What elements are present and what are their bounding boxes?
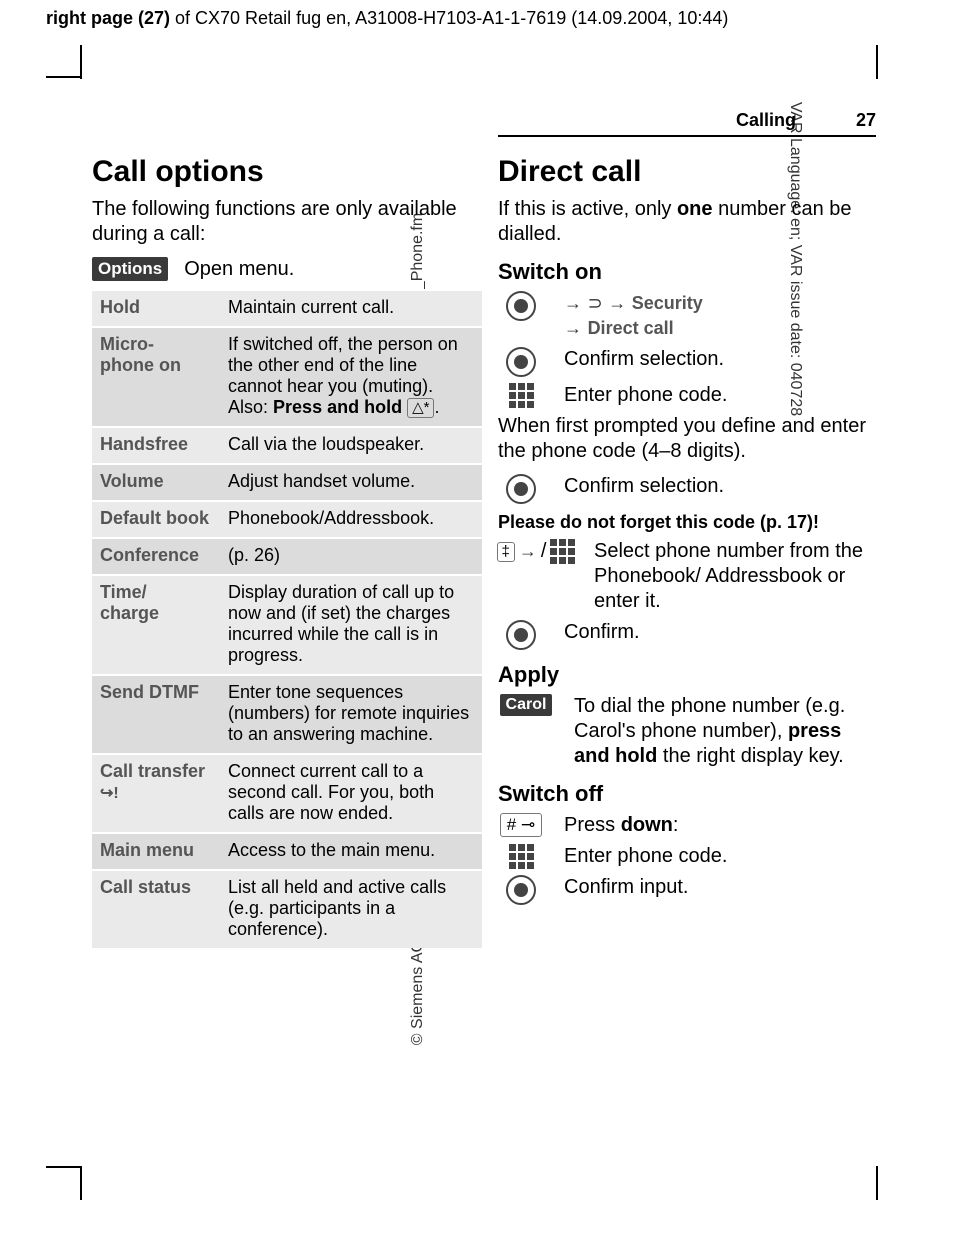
select-key-icons: ‡ →/ [498,539,574,564]
crop-mark [80,45,82,79]
carol-step: Carol To dial the phone number (e.g. Car… [498,694,876,769]
table-row: HoldMaintain current call. [92,290,482,327]
crop-mark [46,76,80,78]
crop-mark [80,1166,82,1200]
table-row: Micro- phone onIf switched off, the pers… [92,327,482,427]
direct-call-title: Direct call [498,155,876,189]
table-row: Send DTMFEnter tone sequences (numbers) … [92,675,482,754]
option-name: Call status [92,870,220,948]
option-name: Time/ charge [92,575,220,675]
page-number: 27 [856,110,876,131]
enter-code-step: Enter phone code. [498,383,876,408]
right-column: Direct call If this is active, only one … [498,155,876,911]
joystick-icon [498,291,544,321]
pagetag-rest: of CX70 Retail fug en, A31008-H7103-A1-1… [170,8,728,28]
option-desc: (p. 26) [220,538,482,575]
switch-on-heading: Switch on [498,259,876,285]
option-name: Call transfer ↪! [92,754,220,833]
menu-icon: ⊃ [588,293,603,313]
crop-mark [46,1166,80,1168]
hash-key-icon: # ⊸ [498,813,544,837]
dont-forget-note: Please do not forget this code (p. 17)! [498,512,876,533]
option-desc: Phonebook/Addressbook. [220,501,482,538]
page-running-header: Calling 27 [498,110,876,137]
joystick-icon [498,620,544,650]
table-row: Conference(p. 26) [92,538,482,575]
table-row: VolumeAdjust handset volume. [92,464,482,501]
option-name: Handsfree [92,427,220,464]
source-header: right page (27) of CX70 Retail fug en, A… [46,8,728,29]
confirm-input-step: Confirm input. [498,875,876,905]
call-options-intro: The following functions are only availab… [92,197,482,247]
left-column: Call options The following functions are… [92,155,482,948]
option-name: Micro- phone on [92,327,220,427]
nav-step: → ⊃ → Security → Direct call [498,291,876,341]
confirm-step: Confirm selection. [498,347,876,377]
define-code-text: When first prompted you define and enter… [498,414,876,464]
keypad-icon [550,539,575,564]
direct-call-intro: If this is active, only one number can b… [498,197,876,247]
table-row: Main menuAccess to the main menu. [92,833,482,870]
apply-heading: Apply [498,662,876,688]
option-desc: Maintain current call. [220,290,482,327]
star-key-icon: △* [407,398,434,418]
keypad-icon [498,383,544,408]
options-softkey: Options [92,257,168,281]
table-row: HandsfreeCall via the loudspeaker. [92,427,482,464]
option-name: Main menu [92,833,220,870]
call-options-table: HoldMaintain current call.Micro- phone o… [92,289,482,948]
carol-text: To dial the phone number (e.g. Carol's p… [574,694,876,769]
joystick-icon [498,474,544,504]
options-open-menu: Open menu. [184,258,294,281]
option-desc: Enter tone sequences (numbers) for remot… [220,675,482,754]
option-desc: Display duration of call up to now and (… [220,575,482,675]
options-menu-row: Options Open menu. [92,257,482,281]
crop-mark [876,1166,878,1200]
joystick-icon [498,347,544,377]
pagetag-bold: right page (27) [46,8,170,28]
option-name: Conference [92,538,220,575]
option-desc: Adjust handset volume. [220,464,482,501]
option-name: Default book [92,501,220,538]
table-row: Time/ chargeDisplay duration of call up … [92,575,482,675]
nav-path: → ⊃ → Security → Direct call [564,291,876,341]
option-desc: Access to the main menu. [220,833,482,870]
crop-mark [876,45,878,79]
table-row: Default bookPhonebook/Addressbook. [92,501,482,538]
option-name: Volume [92,464,220,501]
keypad-icon [498,844,544,869]
confirm-step-2: Confirm selection. [498,474,876,504]
option-desc: Call via the loudspeaker. [220,427,482,464]
hash-step: # ⊸ Press down: [498,813,876,838]
select-number-step: ‡ →/ Select phone number from the Phoneb… [498,539,876,614]
table-row: Call statusList all held and active call… [92,870,482,948]
enter-code-step-2: Enter phone code. [498,844,876,869]
option-desc: If switched off, the person on the other… [220,327,482,427]
call-options-title: Call options [92,155,482,189]
table-row: Call transfer ↪!Connect current call to … [92,754,482,833]
joystick-icon [498,875,544,905]
confirm-step-3: Confirm. [498,620,876,650]
option-desc: List all held and active calls (e.g. par… [220,870,482,948]
transfer-icon: ↪! [100,785,119,802]
section-name: Calling [736,110,796,131]
switch-off-heading: Switch off [498,781,876,807]
press-down-text: Press down: [564,813,876,838]
option-desc: Connect current call to a second call. F… [220,754,482,833]
dagger-key: ‡ [497,542,515,562]
option-name: Send DTMF [92,675,220,754]
carol-softkey: Carol [498,694,554,716]
option-name: Hold [92,290,220,327]
